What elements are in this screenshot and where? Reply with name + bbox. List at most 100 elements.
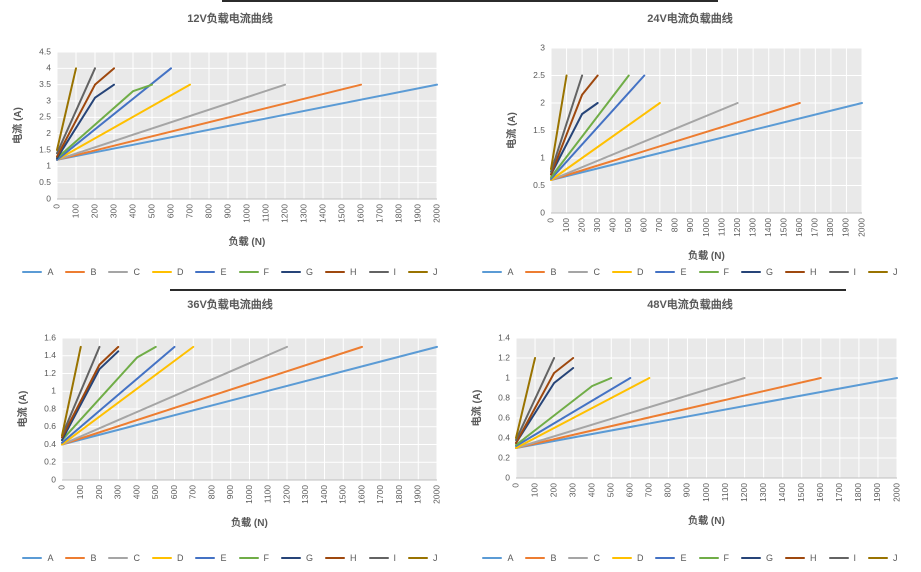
series-line-f <box>550 74 630 179</box>
artifact-line-top <box>222 0 718 2</box>
legend-label: H <box>350 267 357 277</box>
legend-label: E <box>220 553 227 563</box>
legend-line-swatch <box>408 271 429 273</box>
series-line-e <box>56 67 172 161</box>
legend-item-b: B <box>65 553 96 563</box>
legend-item-j: J <box>868 553 898 563</box>
x-tick-label: 600 <box>625 483 635 497</box>
chart-legend: A B C D E F G H I J <box>460 264 920 280</box>
x-tick-label: 1300 <box>758 483 768 502</box>
y-tick-label: 0.5 <box>39 177 51 187</box>
legend-label: E <box>220 267 227 277</box>
x-tick-label: 1600 <box>815 483 825 502</box>
legend-line-swatch <box>568 271 589 273</box>
chart-panel-36v: 36V负载电流曲线 0 100 200 300 400 500 600 700 800 900 10… <box>0 288 460 572</box>
y-tick-label: 1 <box>505 372 510 382</box>
series-line-j <box>56 67 77 151</box>
y-tick-label: 0.6 <box>44 421 56 431</box>
series-line-b <box>515 377 822 449</box>
chart-canvas: 0 100 200 300 400 500 600 700 800 900 1000 1100 1200… <box>11 46 441 248</box>
x-tick-label: 500 <box>150 485 160 499</box>
y-tick-label: 1.6 <box>44 332 56 342</box>
y-tick-label: 0.2 <box>498 452 510 462</box>
legend-item-c: C <box>568 267 600 277</box>
legend-label: J <box>893 267 898 277</box>
y-tick-label: 1.4 <box>498 332 510 342</box>
legend-label: F <box>723 267 730 277</box>
y-tick-label: 1.5 <box>39 144 51 154</box>
y-tick-label: 0 <box>505 472 510 482</box>
series-line-a <box>515 377 898 449</box>
series-line-h <box>61 345 120 439</box>
x-tick-label: 1500 <box>796 483 806 502</box>
x-tick-label: 1600 <box>355 204 365 223</box>
series-line-j <box>550 74 568 170</box>
x-tick-label: 1000 <box>244 485 254 504</box>
x-tick-label: 200 <box>548 483 558 497</box>
series-line-g <box>550 102 599 176</box>
x-tick-label: 200 <box>576 218 586 232</box>
legend-label: H <box>350 553 357 563</box>
x-axis-title: 负载 (N) <box>688 514 725 527</box>
legend-line-swatch <box>525 271 546 273</box>
x-tick-label: 2000 <box>891 483 901 502</box>
legend-item-j: J <box>408 553 438 563</box>
x-tick-label: 100 <box>70 204 80 218</box>
x-tick-label: 200 <box>94 485 104 499</box>
legend-item-e: E <box>655 267 687 277</box>
x-tick-label: 500 <box>606 483 616 497</box>
legend-label: A <box>507 267 514 277</box>
legend-line-swatch <box>828 271 849 273</box>
x-tick-label: 300 <box>567 483 577 497</box>
legend-label: C <box>133 553 140 563</box>
legend-label: J <box>433 267 438 277</box>
x-tick-label: 2000 <box>856 218 866 237</box>
x-tick-label: 1400 <box>777 483 787 502</box>
series-line-f <box>515 377 613 446</box>
x-tick-label: 800 <box>663 483 673 497</box>
legend-line-swatch <box>325 557 346 559</box>
legend-item-d: D <box>611 267 643 277</box>
legend-item-f: F <box>238 267 270 277</box>
x-tick-label: 900 <box>222 204 232 218</box>
legend-label: G <box>306 267 314 277</box>
series-line-a <box>550 102 863 181</box>
x-tick-label: 1700 <box>374 204 384 223</box>
legend-line-swatch <box>368 271 389 273</box>
x-axis-title: 负载 (N) <box>231 516 268 529</box>
x-tick-label: 1000 <box>701 483 711 502</box>
legend-item-h: H <box>325 553 357 563</box>
y-tick-label: 1 <box>51 386 56 396</box>
legend-label: G <box>766 267 774 277</box>
legend-label: G <box>306 553 314 563</box>
series-line-j <box>515 357 537 439</box>
y-tick-label: 0.8 <box>44 403 56 413</box>
x-tick-label: 1600 <box>794 218 804 237</box>
x-tick-label: 1400 <box>763 218 773 237</box>
legend-item-c: C <box>568 553 600 563</box>
y-tick-label: 3 <box>540 42 545 52</box>
legend-label: F <box>263 267 270 277</box>
x-tick-label: 100 <box>75 485 85 499</box>
legend-item-b: B <box>525 267 556 277</box>
x-tick-label: 300 <box>592 218 602 232</box>
y-tick-label: 4 <box>46 63 51 73</box>
series-line-c <box>56 83 286 161</box>
y-tick-label: 2.5 <box>39 112 51 122</box>
x-tick-label: 1900 <box>413 485 423 504</box>
series-line-h <box>56 67 115 158</box>
x-tick-label: 1400 <box>317 204 327 223</box>
legend-label: A <box>507 553 514 563</box>
legend-line-swatch <box>238 271 259 273</box>
legend-item-j: J <box>868 267 898 277</box>
x-tick-label: 400 <box>131 485 141 499</box>
x-tick-label: 100 <box>561 218 571 232</box>
series-line-b <box>56 83 362 161</box>
legend-line-swatch <box>408 557 429 559</box>
series-line-i <box>61 345 101 437</box>
y-tick-label: 1.5 <box>533 125 545 135</box>
x-tick-label: 200 <box>89 204 99 218</box>
legend-line-swatch <box>151 557 172 559</box>
legend-line-swatch <box>525 557 546 559</box>
x-tick-label: 800 <box>670 218 680 232</box>
